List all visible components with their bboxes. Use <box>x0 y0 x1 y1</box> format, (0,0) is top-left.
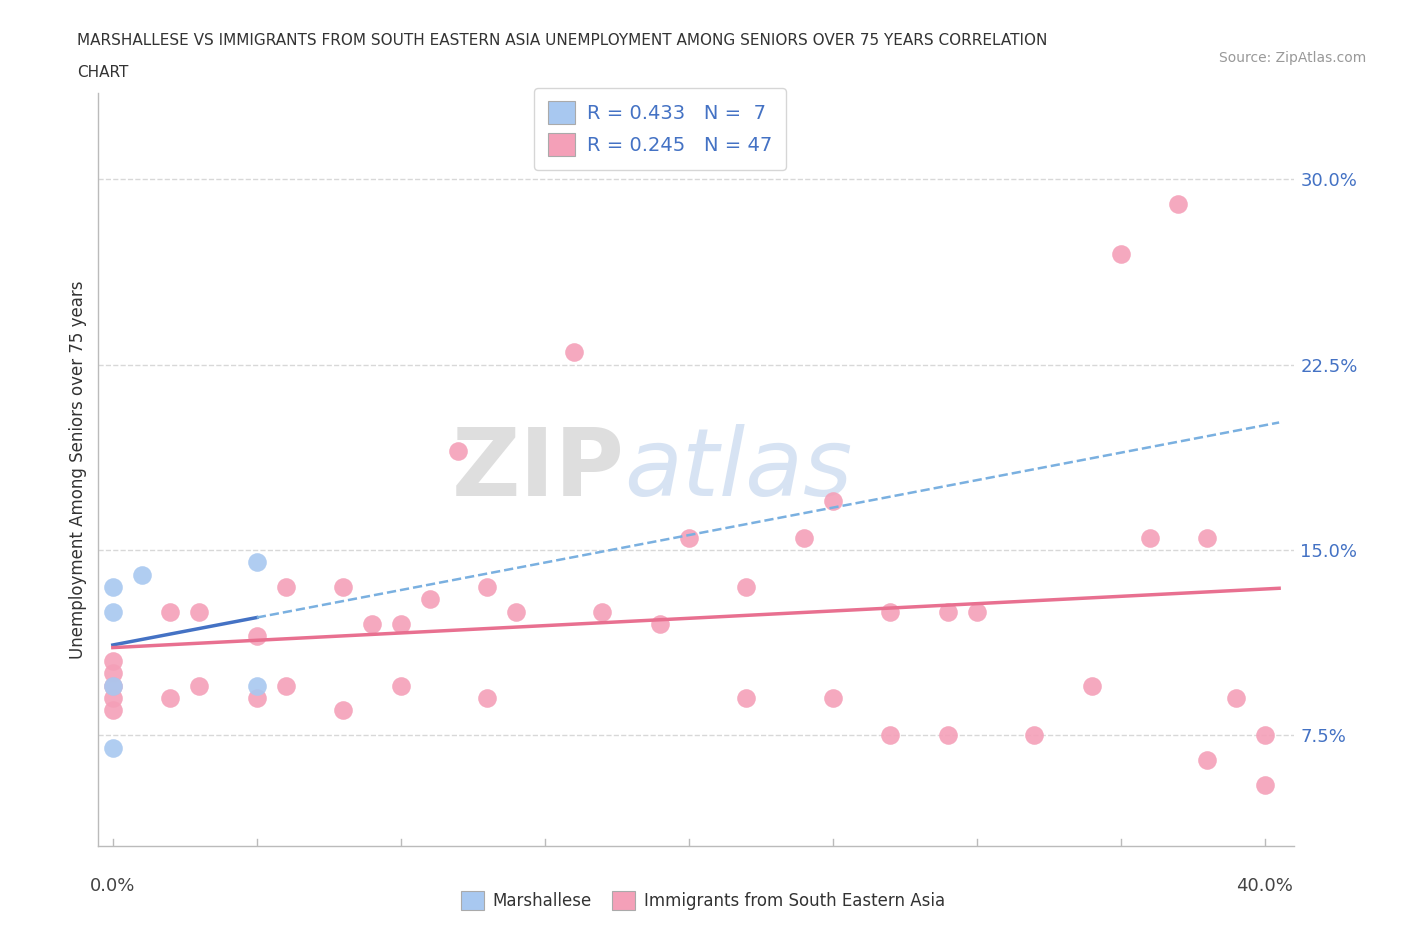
Point <box>101 654 124 669</box>
Point <box>101 604 124 619</box>
Text: Source: ZipAtlas.com: Source: ZipAtlas.com <box>1219 51 1367 65</box>
Point <box>879 604 901 619</box>
Point <box>793 530 815 545</box>
Point <box>648 617 671 631</box>
Point <box>1024 727 1046 742</box>
Point <box>1167 197 1189 212</box>
Point <box>246 691 269 706</box>
Point <box>1139 530 1161 545</box>
Text: 0.0%: 0.0% <box>90 877 135 895</box>
Point <box>1081 678 1104 693</box>
Point <box>188 604 211 619</box>
Point <box>879 727 901 742</box>
Point <box>361 617 384 631</box>
Point <box>735 691 758 706</box>
Legend: Marshallese, Immigrants from South Eastern Asia: Marshallese, Immigrants from South Easte… <box>454 884 952 917</box>
Point <box>101 703 124 718</box>
Text: MARSHALLESE VS IMMIGRANTS FROM SOUTH EASTERN ASIA UNEMPLOYMENT AMONG SENIORS OVE: MARSHALLESE VS IMMIGRANTS FROM SOUTH EAS… <box>77 33 1047 47</box>
Text: 40.0%: 40.0% <box>1236 877 1294 895</box>
Point <box>477 579 499 594</box>
Point <box>159 691 181 706</box>
Point <box>678 530 700 545</box>
Point <box>101 678 124 693</box>
Point <box>821 493 844 508</box>
Point <box>131 567 153 582</box>
Point <box>101 691 124 706</box>
Point <box>159 604 181 619</box>
Point <box>505 604 527 619</box>
Point <box>966 604 988 619</box>
Point <box>936 727 959 742</box>
Point <box>332 579 354 594</box>
Text: atlas: atlas <box>624 424 852 515</box>
Point <box>591 604 613 619</box>
Text: CHART: CHART <box>77 65 129 80</box>
Point <box>1197 530 1219 545</box>
Point <box>274 579 297 594</box>
Point <box>101 740 124 755</box>
Point <box>101 666 124 681</box>
Point <box>1254 727 1277 742</box>
Point <box>389 678 412 693</box>
Point <box>332 703 354 718</box>
Point <box>562 345 585 360</box>
Point <box>821 691 844 706</box>
Point <box>274 678 297 693</box>
Legend: R = 0.433   N =  7, R = 0.245   N = 47: R = 0.433 N = 7, R = 0.245 N = 47 <box>534 87 786 169</box>
Point <box>735 579 758 594</box>
Point <box>936 604 959 619</box>
Point <box>101 579 124 594</box>
Point <box>188 678 211 693</box>
Point <box>246 555 269 570</box>
Point <box>419 591 441 606</box>
Point <box>246 629 269 644</box>
Point <box>1254 777 1277 792</box>
Y-axis label: Unemployment Among Seniors over 75 years: Unemployment Among Seniors over 75 years <box>69 281 87 658</box>
Point <box>1109 246 1132 261</box>
Point <box>246 678 269 693</box>
Point <box>447 444 470 458</box>
Point <box>477 691 499 706</box>
Text: ZIP: ZIP <box>451 424 624 515</box>
Point <box>101 678 124 693</box>
Point <box>1225 691 1247 706</box>
Point <box>1197 752 1219 767</box>
Point <box>389 617 412 631</box>
